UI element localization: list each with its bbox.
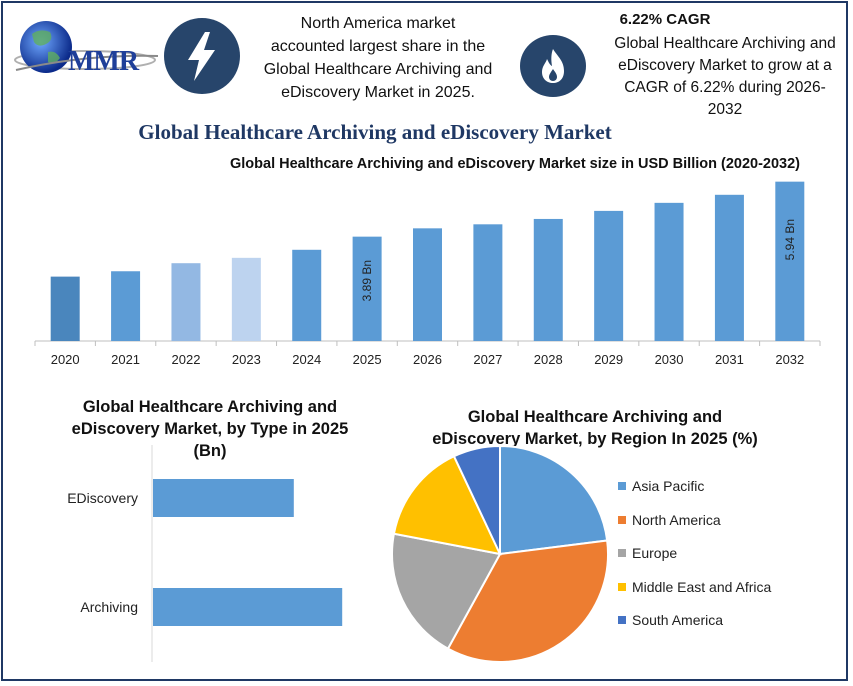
x-tick-label: 2023 bbox=[232, 352, 261, 367]
pie-slice-asia-pacific bbox=[499, 444, 609, 556]
bar-2026 bbox=[413, 228, 442, 341]
bar-2022 bbox=[171, 263, 201, 341]
bar-2020 bbox=[50, 276, 80, 341]
mmr-logo: MMR bbox=[10, 14, 160, 84]
x-tick-label: 2032 bbox=[775, 352, 804, 367]
y-tick-label: EDiscovery bbox=[67, 490, 138, 506]
bar-2023 bbox=[231, 257, 261, 341]
type-chart-title: Global Healthcare Archiving and eDiscove… bbox=[60, 396, 360, 462]
x-tick-label: 2029 bbox=[594, 352, 623, 367]
x-tick-label: 2020 bbox=[51, 352, 80, 367]
market-size-bar-chart: 2020 2021 2022 2023 2024 2025 3.89 Bn 2026 2027 2… bbox=[34, 181, 821, 367]
type-title-line: eDiscovery Market, by Type in 2025 bbox=[71, 420, 349, 438]
region-pie-chart bbox=[391, 444, 609, 663]
region-title-line: Global Healthcare Archiving and bbox=[467, 408, 723, 426]
info-right: Global Healthcare Archiving and eDiscove… bbox=[600, 33, 850, 121]
bar-2030 bbox=[654, 202, 684, 341]
legend-swatch bbox=[618, 482, 626, 490]
legend-label: South America bbox=[632, 612, 724, 628]
region-title-line: eDiscovery Market, by Region In 2025 (%) bbox=[432, 430, 758, 448]
cagr-title: 6.22% CAGR bbox=[619, 11, 711, 28]
bar-archiving bbox=[153, 588, 343, 626]
info-right-line: CAGR of 6.22% during 2026- bbox=[624, 79, 826, 96]
info-right-line: Global Healthcare Archiving and bbox=[614, 35, 836, 52]
region-chart-title: Global Healthcare Archiving and eDiscove… bbox=[420, 406, 770, 450]
bar-ediscovery bbox=[153, 479, 294, 517]
type-title-line: (Bn) bbox=[193, 442, 227, 460]
flame-icon bbox=[520, 35, 586, 97]
legend-swatch bbox=[618, 582, 626, 591]
info-left-line: eDiscovery Market in 2025. bbox=[281, 84, 475, 101]
type-bar-chart: EDiscovery Archiving bbox=[67, 445, 343, 662]
bar-2027 bbox=[473, 224, 503, 341]
legend-label: Middle East and Africa bbox=[632, 578, 772, 595]
bar-2031 bbox=[714, 194, 744, 341]
x-tick-label: 2028 bbox=[534, 352, 563, 367]
legend-label: Asia Pacific bbox=[632, 478, 705, 494]
x-tick-label: 2022 bbox=[172, 352, 201, 367]
legend-swatch bbox=[618, 515, 626, 524]
x-tick-label: 2030 bbox=[655, 352, 684, 367]
data-label-2032: 5.94 Bn bbox=[783, 219, 797, 260]
x-tick-label: 2027 bbox=[473, 352, 502, 367]
info-left-line: North America market bbox=[300, 15, 456, 32]
info-right-line: eDiscovery Market to grow at a bbox=[618, 57, 832, 74]
bar-2021 bbox=[111, 271, 141, 341]
bar-2032 bbox=[775, 181, 805, 341]
pie-slice-north-america bbox=[446, 539, 609, 663]
legend-swatch bbox=[618, 549, 626, 557]
legend-label: Europe bbox=[632, 545, 678, 561]
data-label-2025: 3.89 Bn bbox=[360, 260, 374, 301]
x-tick-label: 2031 bbox=[715, 352, 744, 367]
legend-label: North America bbox=[632, 511, 721, 528]
type-title-line: Global Healthcare Archiving and bbox=[82, 398, 338, 416]
x-tick-label: 2025 bbox=[353, 352, 382, 367]
x-tick-label: 2024 bbox=[292, 352, 321, 367]
globe-icon bbox=[14, 21, 159, 73]
info-left-line: Global Healthcare Archiving and bbox=[263, 61, 493, 78]
x-tick-label: 2021 bbox=[111, 352, 140, 367]
pie-slice-middle-east-and-africa bbox=[392, 454, 502, 556]
info-left-line: accounted largest share in the bbox=[270, 38, 486, 55]
logo-text: MMR bbox=[68, 46, 139, 77]
pie-slice-south-america bbox=[452, 444, 501, 555]
bar-2025 bbox=[352, 236, 382, 341]
x-tick-label: 2026 bbox=[413, 352, 442, 367]
bar-2028 bbox=[533, 218, 563, 341]
pie-slice-europe bbox=[391, 532, 502, 650]
y-tick-label: Archiving bbox=[80, 599, 138, 615]
bar-2024 bbox=[292, 249, 322, 341]
info-right-line: 2032 bbox=[707, 101, 743, 118]
bar-2029 bbox=[594, 210, 624, 341]
legend-swatch bbox=[618, 616, 626, 624]
main-title: Global Healthcare Archiving and eDiscove… bbox=[138, 120, 612, 144]
lightning-bolt-icon bbox=[164, 18, 240, 94]
info-left: North America market accounted largest s… bbox=[250, 12, 506, 104]
bar-chart-title: Global Healthcare Archiving and eDiscove… bbox=[230, 156, 800, 172]
